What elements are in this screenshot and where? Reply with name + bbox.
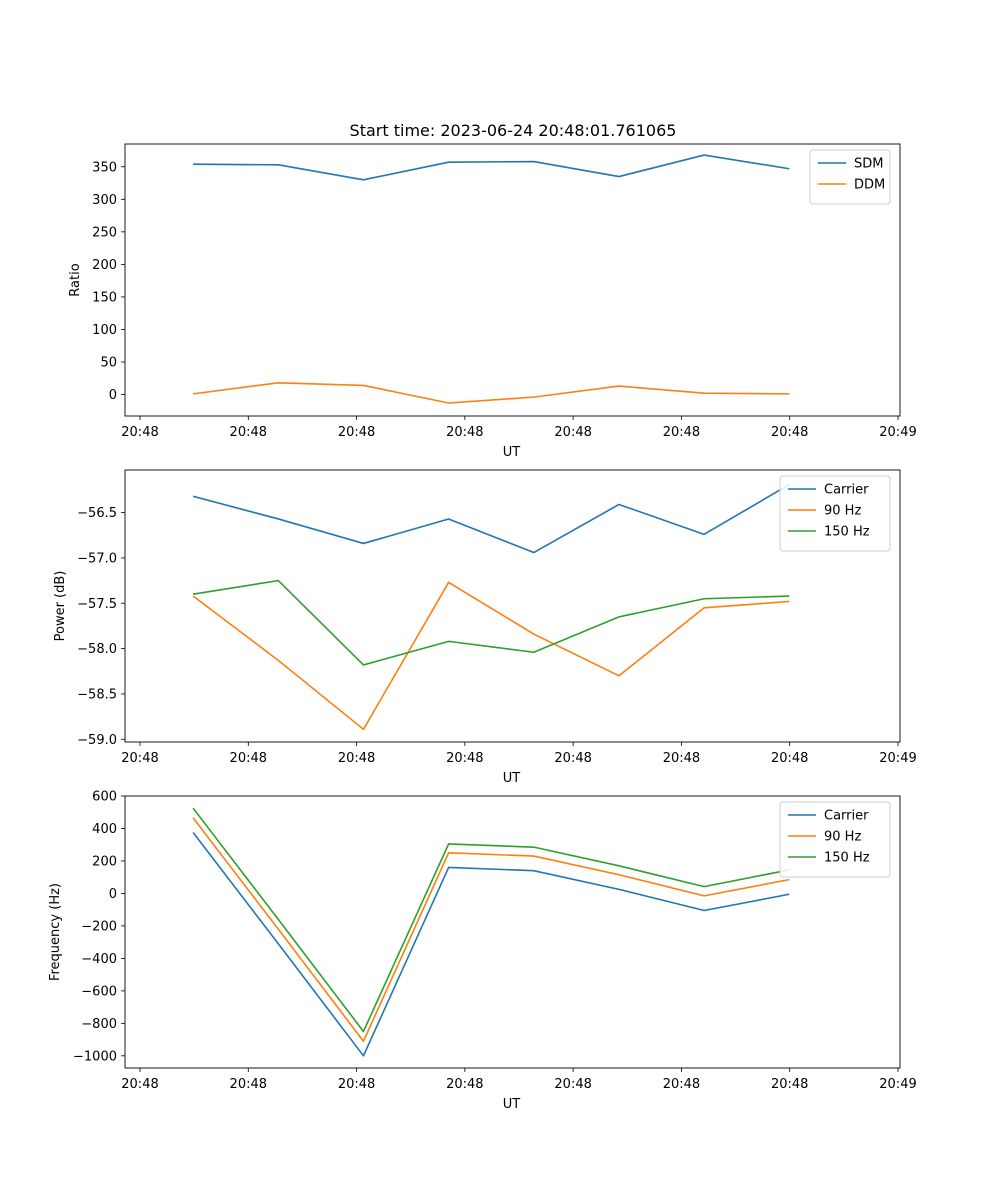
y-axis-label: Power (dB) xyxy=(53,571,68,642)
y-tick-label: −57.5 xyxy=(77,597,117,612)
x-tick-label: 20:48 xyxy=(663,425,700,440)
legend-label: SDM xyxy=(854,157,883,172)
y-tick-label: 0 xyxy=(109,887,117,902)
series-line-150-hz xyxy=(193,579,790,666)
series-line-carrier xyxy=(192,832,790,1057)
legend-label: 150 Hz xyxy=(824,851,870,866)
series-line-90-hz xyxy=(192,817,790,1043)
legend-label: 150 Hz xyxy=(824,525,870,540)
legend-label: 90 Hz xyxy=(824,504,861,519)
x-tick-label: 20:49 xyxy=(879,425,916,440)
y-tick-label: 300 xyxy=(92,193,117,208)
x-tick-label: 20:48 xyxy=(230,751,267,766)
x-axis-label: UT xyxy=(503,445,521,460)
x-tick-label: 20:48 xyxy=(554,425,591,440)
y-tick-label: 600 xyxy=(92,790,117,805)
legend-label: Carrier xyxy=(824,809,869,824)
axes-frame xyxy=(124,795,901,1069)
x-tick-label: 20:48 xyxy=(446,425,483,440)
chart-panel-3: 20:48 20:48 20:48 20:48 20:48 20:48 20:48 20:49… xyxy=(48,790,917,1113)
y-axis-label: Frequency (Hz) xyxy=(48,883,63,981)
series-line-90-hz xyxy=(192,581,790,731)
y-tick-label: 200 xyxy=(92,258,117,273)
chart-title: Start time: 2023-06-24 20:48:01.761065 xyxy=(350,121,677,140)
y-tick-label: −200 xyxy=(81,919,117,934)
x-tick-label: 20:48 xyxy=(663,751,700,766)
y-tick-label: −58.5 xyxy=(77,687,117,702)
x-tick-label: 20:48 xyxy=(230,1077,267,1092)
series-line-150-hz xyxy=(192,807,790,1033)
series-line-sdm xyxy=(193,154,790,181)
x-tick-label: 20:48 xyxy=(338,425,375,440)
y-tick-label: −1000 xyxy=(73,1049,117,1064)
x-tick-label: 20:48 xyxy=(338,1077,375,1092)
x-tick-label: 20:48 xyxy=(771,425,808,440)
y-tick-label: −600 xyxy=(81,984,117,999)
legend: SDM DDM xyxy=(809,149,891,205)
axes-frame xyxy=(124,143,901,417)
y-tick-label: −56.5 xyxy=(77,506,117,521)
panels: 20:48 20:48 20:48 20:48 20:48 20:48 20:48 20:49… xyxy=(48,143,917,1113)
legend-label: 90 Hz xyxy=(824,830,861,845)
x-tick-label: 20:48 xyxy=(446,1077,483,1092)
legend-label: DDM xyxy=(854,178,885,193)
series-line-ddm xyxy=(193,382,790,404)
x-axis-label: UT xyxy=(503,1097,521,1112)
y-tick-label: 200 xyxy=(92,854,117,869)
x-tick-label: 20:48 xyxy=(771,1077,808,1092)
chart-panel-1: 20:48 20:48 20:48 20:48 20:48 20:48 20:48 20:49… xyxy=(68,143,917,460)
chart-panel-2: 20:48 20:48 20:48 20:48 20:48 20:48 20:48 20:49… xyxy=(53,469,917,786)
y-tick-label: 400 xyxy=(92,822,117,837)
legend-box xyxy=(779,801,891,878)
legend-box xyxy=(779,475,891,552)
y-tick-label: 50 xyxy=(100,355,117,370)
x-tick-label: 20:48 xyxy=(338,751,375,766)
y-tick-label: 150 xyxy=(92,290,117,305)
x-tick-label: 20:48 xyxy=(121,1077,158,1092)
x-tick-label: 20:48 xyxy=(121,425,158,440)
x-tick-label: 20:48 xyxy=(771,751,808,766)
x-tick-label: 20:48 xyxy=(446,751,483,766)
axes-frame xyxy=(124,469,901,743)
y-tick-label: −59.0 xyxy=(77,733,117,748)
legend: Carrier 90 Hz 150 Hz xyxy=(779,475,891,552)
y-tick-label: 100 xyxy=(92,323,117,338)
series-line-carrier xyxy=(192,483,790,554)
y-tick-label: −58.0 xyxy=(77,642,117,657)
y-tick-label: −800 xyxy=(81,1017,117,1032)
legend-label: Carrier xyxy=(824,483,869,498)
y-tick-label: 350 xyxy=(92,160,117,175)
x-tick-label: 20:48 xyxy=(554,751,591,766)
y-tick-label: −57.0 xyxy=(77,551,117,566)
y-tick-label: 250 xyxy=(92,225,117,240)
legend: Carrier 90 Hz 150 Hz xyxy=(779,801,891,878)
y-tick-label: −400 xyxy=(81,952,117,967)
x-axis-label: UT xyxy=(503,771,521,786)
y-axis-label: Ratio xyxy=(68,263,83,296)
x-tick-label: 20:48 xyxy=(663,1077,700,1092)
x-tick-label: 20:49 xyxy=(879,1077,916,1092)
x-tick-label: 20:48 xyxy=(230,425,267,440)
x-tick-label: 20:49 xyxy=(879,751,916,766)
y-tick-label: 0 xyxy=(109,388,117,403)
x-tick-label: 20:48 xyxy=(554,1077,591,1092)
x-tick-label: 20:48 xyxy=(121,751,158,766)
